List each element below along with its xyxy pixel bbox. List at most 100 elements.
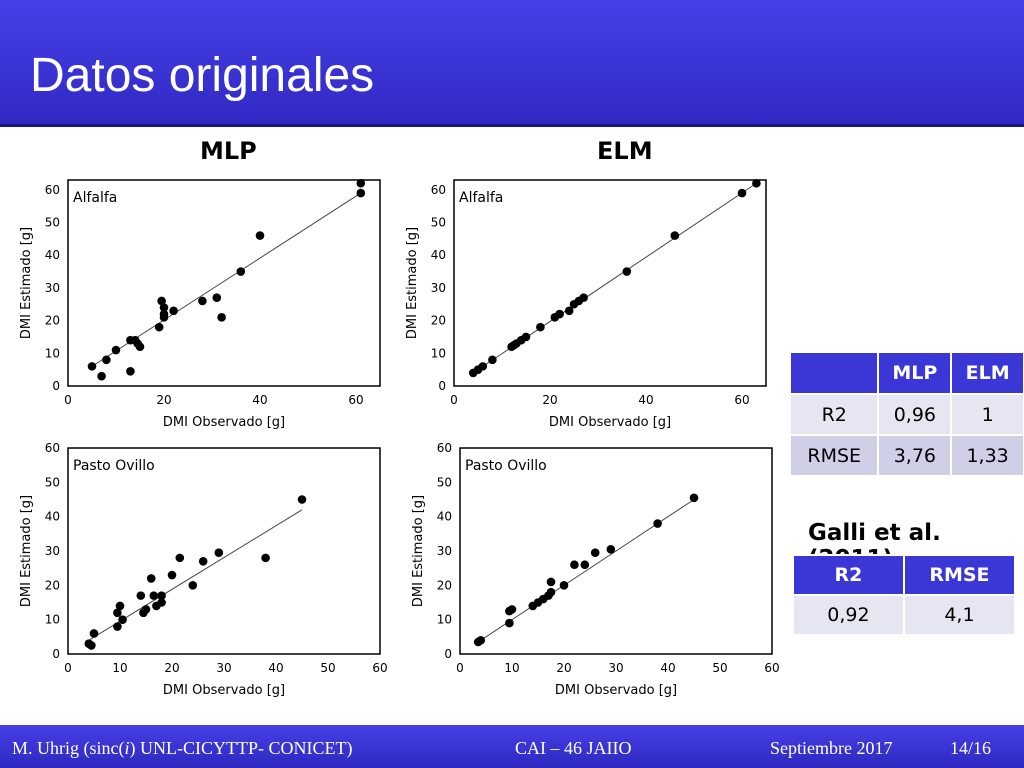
data-point — [175, 553, 185, 563]
mlp-header: MLP — [200, 137, 257, 165]
x-tick-label: 40 — [638, 393, 653, 407]
data-point — [118, 615, 127, 624]
data-point — [737, 188, 747, 198]
x-tick-label: 0 — [450, 393, 458, 407]
data-point — [356, 178, 366, 188]
data-point — [476, 635, 486, 645]
data-point — [212, 293, 222, 303]
author-italic: i — [124, 738, 130, 758]
results-col-mlp: MLP — [877, 351, 953, 395]
data-point — [198, 296, 207, 306]
data-point — [113, 608, 122, 618]
data-point — [622, 267, 632, 276]
galli-rmse-value: 4,1 — [902, 594, 1017, 636]
y-tick-label: 30 — [45, 281, 60, 295]
data-point — [111, 345, 121, 355]
x-tick-label: 50 — [320, 661, 335, 675]
elm-header: ELM — [597, 137, 653, 165]
x-tick-label: 60 — [764, 661, 779, 675]
data-point — [488, 355, 497, 365]
y-tick-label: 40 — [431, 248, 446, 262]
x-tick-label: 40 — [660, 661, 675, 675]
data-point — [580, 560, 590, 570]
y-tick-label: 40 — [45, 248, 60, 262]
x-tick-label: 40 — [268, 661, 283, 675]
x-tick-label: 20 — [542, 393, 557, 407]
data-point — [546, 577, 556, 587]
data-point — [97, 371, 106, 381]
results-col-elm: ELM — [950, 351, 1024, 395]
x-tick-label: 0 — [456, 661, 464, 675]
y-tick-label: 0 — [444, 647, 452, 661]
x-tick-label: 20 — [156, 393, 171, 407]
y-tick-label: 50 — [45, 475, 60, 489]
y-tick-label: 20 — [45, 578, 60, 592]
x-tick-label: 10 — [112, 661, 127, 675]
x-tick-label: 20 — [164, 661, 179, 675]
data-point — [141, 605, 151, 614]
y-tick-label: 10 — [45, 346, 60, 360]
title-bar: Datos originales — [0, 0, 1024, 127]
galli-col-r2: R2 — [792, 554, 905, 596]
data-point — [157, 598, 166, 607]
data-point — [113, 622, 122, 631]
series-label: Pasto Ovillo — [73, 458, 155, 474]
data-point — [653, 519, 662, 528]
data-point — [135, 342, 145, 352]
y-tick-label: 40 — [45, 510, 60, 524]
y-tick-label: 0 — [438, 379, 446, 393]
footer-author: M. Uhrig (sinc(i) UNL-CICYTTP- CONICET) — [12, 738, 352, 759]
y-tick-label: 20 — [45, 314, 60, 328]
data-point — [157, 296, 166, 306]
chart-mlp-alfalfa: 0 20 40 60 0 10 20 30 40 50 60 DMI Observado [g] DMI… — [18, 172, 390, 434]
data-point — [536, 322, 545, 332]
y-tick-label: 10 — [431, 346, 446, 360]
data-point — [188, 581, 198, 590]
x-tick-label: 0 — [64, 393, 72, 407]
data-point — [167, 570, 177, 580]
data-point — [146, 574, 156, 583]
author-suffix: ) UNL-CICYTTP- CONICET) — [129, 738, 353, 758]
galli-r2-value: 0,92 — [792, 594, 905, 636]
cell-elm: 1 — [950, 393, 1024, 436]
x-axis-label: DMI Observado [g] — [163, 415, 285, 430]
footer-date: Septiembre 2017 — [770, 738, 893, 758]
x-tick-label: 0 — [64, 661, 72, 675]
x-tick-label: 60 — [348, 393, 363, 407]
y-tick-label: 20 — [431, 314, 446, 328]
y-tick-label: 30 — [45, 544, 60, 558]
results-table: MLP ELM R2 0,96 1 RMSE 3,76 1,33 — [788, 351, 1024, 477]
table-row: R2 0,96 1 — [788, 393, 1024, 436]
plot-area — [67, 447, 381, 655]
data-point — [590, 548, 600, 558]
data-point — [521, 332, 531, 342]
footer-event: CAI – 46 JAIIO — [515, 738, 632, 758]
y-tick-label: 40 — [437, 510, 452, 524]
data-point — [154, 322, 164, 332]
y-tick-label: 60 — [45, 441, 60, 455]
table-row: 0,92 4,1 — [792, 594, 1017, 636]
data-point — [87, 362, 97, 371]
y-axis-label: DMI Estimado [g] — [411, 495, 426, 607]
plot-area — [453, 179, 767, 387]
scatter-plot: 0 10 20 30 40 50 60 0 10 20 30 40 50 60 DMI Observado … — [411, 441, 780, 698]
y-tick-label: 50 — [437, 475, 452, 489]
data-point — [689, 493, 699, 503]
y-axis-label: DMI Estimado [g] — [19, 495, 34, 607]
data-point — [159, 313, 169, 322]
x-tick-label: 60 — [734, 393, 749, 407]
data-point — [217, 313, 226, 322]
x-tick-label: 40 — [252, 393, 267, 407]
x-tick-label: 30 — [216, 661, 231, 675]
data-point — [157, 591, 166, 600]
y-tick-label: 0 — [52, 379, 60, 393]
data-point — [159, 303, 169, 312]
x-tick-label: 50 — [712, 661, 727, 675]
data-point — [255, 231, 265, 240]
data-point — [115, 601, 125, 611]
data-point — [670, 231, 680, 240]
galli-col-rmse: RMSE — [902, 554, 1017, 596]
x-tick-label: 20 — [556, 661, 571, 675]
galli-table: R2 RMSE 0,92 4,1 — [792, 554, 1017, 636]
x-axis-label: DMI Observado [g] — [163, 683, 285, 698]
